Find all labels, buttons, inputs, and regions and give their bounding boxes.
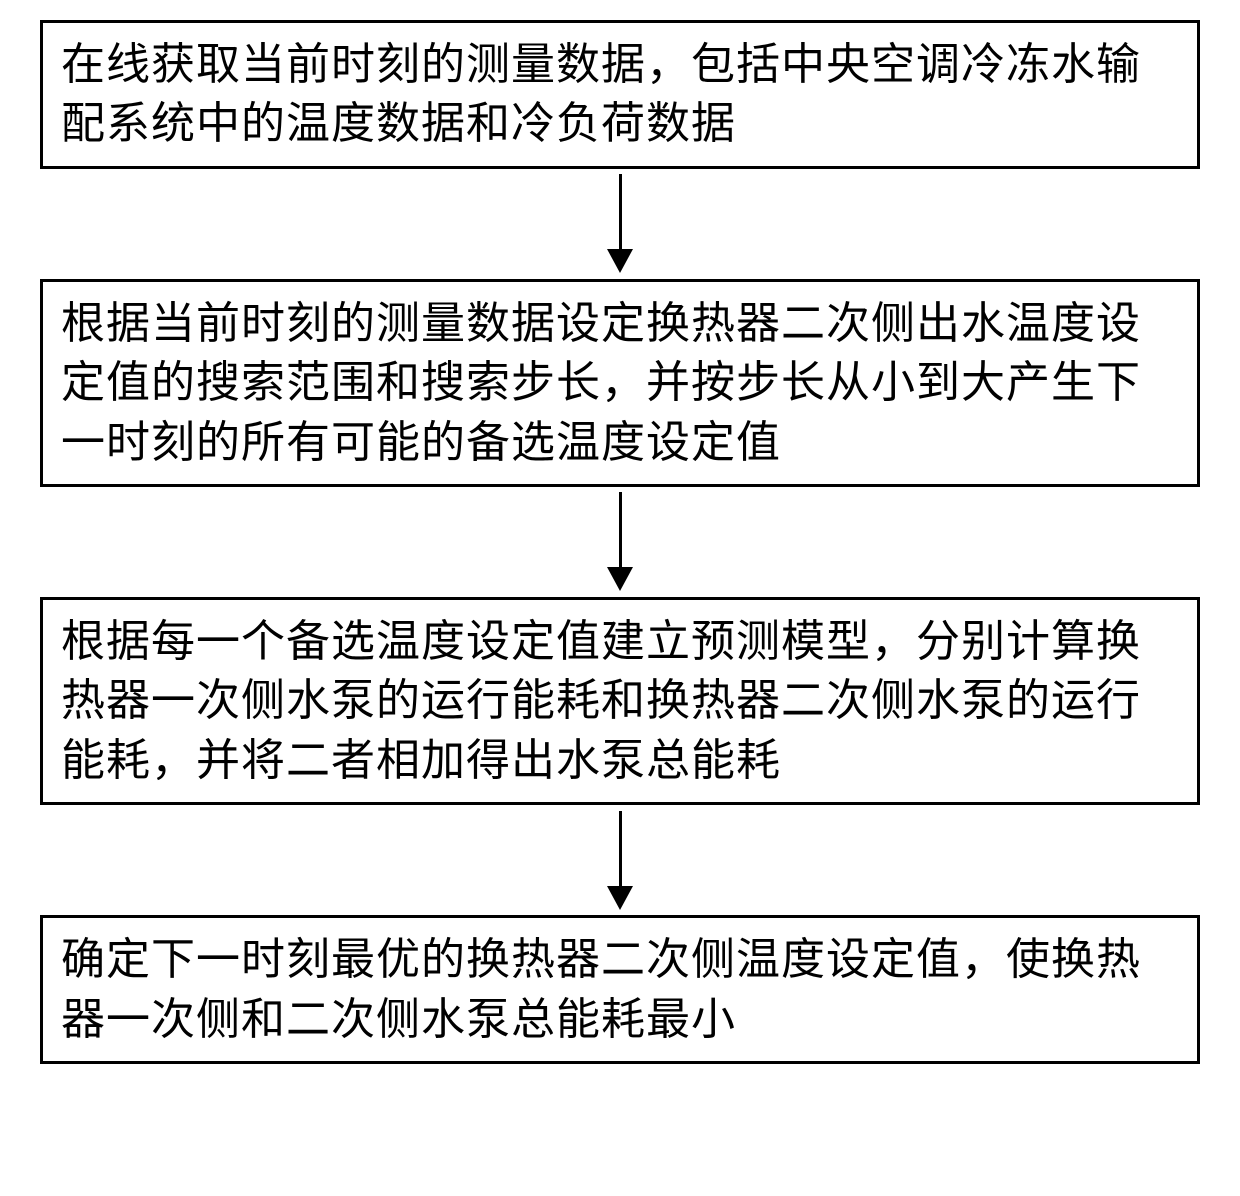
arrow-head-icon	[607, 886, 633, 910]
flowchart-container: 在线获取当前时刻的测量数据，包括中央空调冷冻水输配系统中的温度数据和冷负荷数据 …	[20, 20, 1220, 1064]
flow-step-4: 确定下一时刻最优的换热器二次侧温度设定值，使换热器一次侧和二次侧水泵总能耗最小	[40, 915, 1200, 1064]
arrow-line-icon	[619, 174, 622, 249]
flow-arrow-2	[607, 487, 633, 597]
flow-step-2-text: 根据当前时刻的测量数据设定换热器二次侧出水温度设定值的搜索范围和搜索步长，并按步…	[61, 299, 1141, 467]
arrow-head-icon	[607, 249, 633, 273]
flow-arrow-1	[607, 169, 633, 279]
flow-step-2: 根据当前时刻的测量数据设定换热器二次侧出水温度设定值的搜索范围和搜索步长，并按步…	[40, 279, 1200, 487]
flow-step-3-text: 根据每一个备选温度设定值建立预测模型，分别计算换热器一次侧水泵的运行能耗和换热器…	[61, 617, 1141, 785]
arrow-line-icon	[619, 492, 622, 567]
flow-step-1-text: 在线获取当前时刻的测量数据，包括中央空调冷冻水输配系统中的温度数据和冷负荷数据	[61, 40, 1141, 148]
flow-step-1: 在线获取当前时刻的测量数据，包括中央空调冷冻水输配系统中的温度数据和冷负荷数据	[40, 20, 1200, 169]
flow-step-4-text: 确定下一时刻最优的换热器二次侧温度设定值，使换热器一次侧和二次侧水泵总能耗最小	[61, 935, 1141, 1043]
flow-step-3: 根据每一个备选温度设定值建立预测模型，分别计算换热器一次侧水泵的运行能耗和换热器…	[40, 597, 1200, 805]
flow-arrow-3	[607, 805, 633, 915]
arrow-line-icon	[619, 811, 622, 886]
arrow-head-icon	[607, 567, 633, 591]
